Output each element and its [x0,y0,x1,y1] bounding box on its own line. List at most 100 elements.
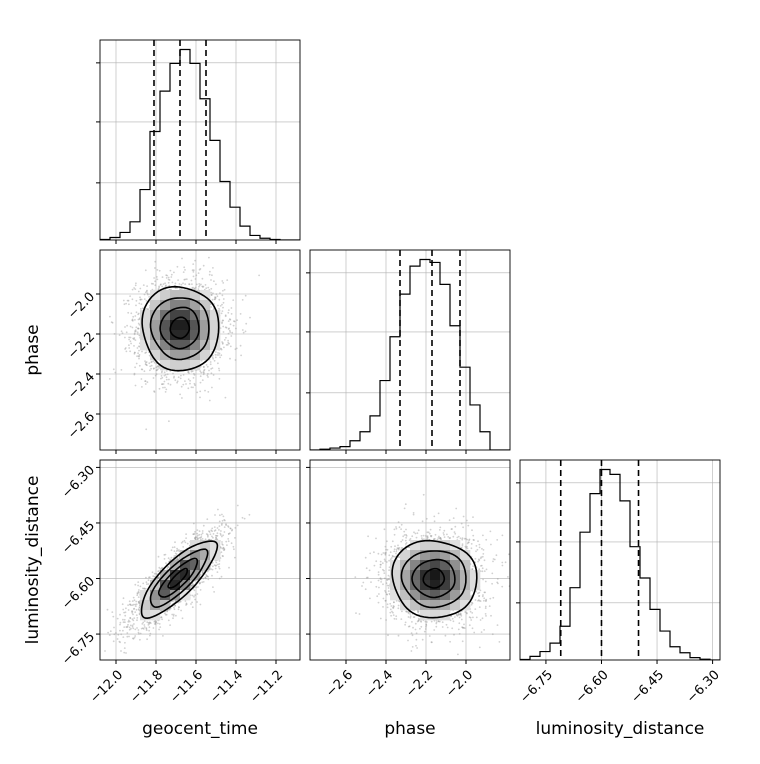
scatter-point [180,378,182,380]
scatter-point [177,266,179,268]
scatter-point [182,384,184,386]
scatter-point [193,288,195,290]
scatter-point [148,630,150,632]
scatter-point [162,276,164,278]
scatter-point [211,294,213,296]
scatter-point [144,298,146,300]
scatter-point [157,623,159,625]
scatter-point [194,384,196,386]
scatter-point [230,346,232,348]
scatter-point [150,633,152,635]
scatter-point [128,609,130,611]
scatter-point [136,311,138,313]
scatter-point [165,389,167,391]
scatter-point [220,305,222,307]
scatter-point [178,558,180,560]
scatter-point [183,279,185,281]
scatter-point [212,586,214,588]
scatter-point [222,282,224,284]
scatter-point [175,553,177,555]
histogram-steps [100,50,300,240]
scatter-point [174,546,176,548]
scatter-point [157,269,159,271]
scatter-point [221,576,223,578]
scatter-point [151,361,153,363]
scatter-point [224,526,226,528]
scatter-point [135,282,137,284]
scatter-point [128,636,130,638]
scatter-point [174,608,176,610]
scatter-point [196,536,198,538]
scatter-point [127,604,129,606]
scatter-point [137,327,139,329]
scatter-point [130,326,132,328]
scatter-point [210,292,212,294]
scatter-point [122,603,124,605]
scatter-point [135,331,137,333]
scatter-point [149,635,151,637]
scatter-point [140,586,142,588]
scatter-point [224,339,226,341]
scatter-point [136,355,138,357]
scatter-point [164,381,166,383]
scatter-point [167,383,169,385]
scatter-point [120,633,122,635]
scatter-point [132,298,134,300]
scatter-point [158,567,160,569]
scatter-point [134,333,136,335]
scatter-point [200,382,202,384]
scatter-point [211,575,213,577]
scatter-point [137,352,139,354]
scatter-point [132,327,134,329]
scatter-point [219,292,221,294]
scatter-point [144,380,146,382]
scatter-point [160,378,162,380]
scatter-point [148,296,150,298]
scatter-point [223,547,225,549]
scatter-point [258,275,260,277]
scatter-point [161,383,163,385]
scatter-point [210,361,212,363]
scatter-point [166,277,168,279]
scatter-point [137,585,139,587]
scatter-point [245,331,247,333]
scatter-point [249,514,251,516]
scatter-point [129,350,131,352]
scatter-point [231,313,233,315]
scatter-point [127,624,129,626]
scatter-point [190,603,192,605]
scatter-point [178,376,180,378]
scatter-point [144,370,146,372]
scatter-point [141,369,143,371]
scatter-point [217,509,219,511]
scatter-point [149,369,151,371]
panel-geocent_time-hist [96,40,300,244]
scatter-point [135,385,137,387]
scatter-point [167,568,169,570]
scatter-point [240,355,242,357]
scatter-point [195,278,197,280]
scatter-point [223,302,225,304]
scatter-point [222,295,224,297]
scatter-point [219,578,221,580]
scatter-point [218,354,220,356]
scatter-point [194,533,196,535]
scatter-point [165,274,167,276]
scatter-point [212,267,214,269]
scatter-point [170,270,172,272]
scatter-point [136,619,138,621]
scatter-point [194,531,196,533]
scatter-point [211,372,213,374]
density-cell [160,350,170,360]
scatter-point [215,529,217,531]
scatter-point [230,528,232,530]
scatter-point [210,368,212,370]
scatter-point [128,337,130,339]
scatter-point [141,351,143,353]
scatter-point [114,372,116,374]
scatter-point [136,594,138,596]
scatter-point [202,530,204,532]
scatter-point [136,363,138,365]
scatter-point [134,352,136,354]
